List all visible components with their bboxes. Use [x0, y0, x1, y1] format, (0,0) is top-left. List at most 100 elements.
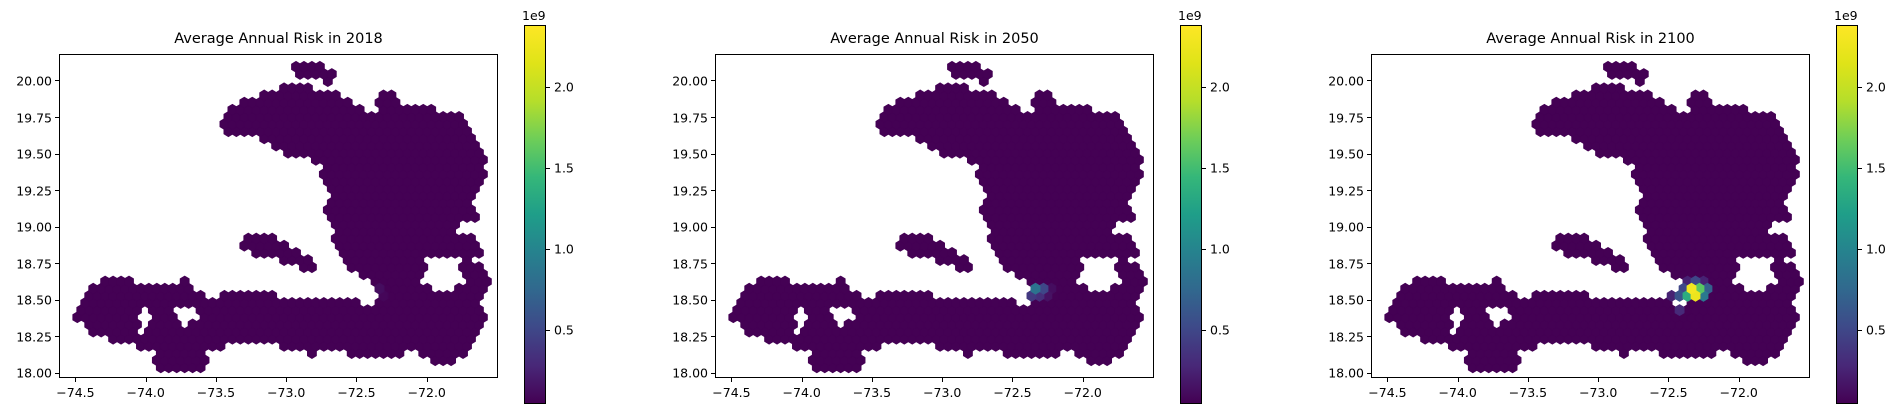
x-tick-label: −72.5: [1649, 385, 1688, 400]
x-tick-mark: [1527, 378, 1529, 382]
x-tick-label: −72.0: [1719, 385, 1758, 400]
x-tick-mark: [1082, 378, 1084, 382]
y-tick-mark: [55, 299, 59, 301]
y-tick-mark: [55, 153, 59, 155]
hexbin-canvas: [1372, 55, 1809, 377]
y-tick-label: 18.00: [672, 365, 708, 381]
x-tick-mark: [75, 378, 77, 382]
y-tick-mark: [1367, 372, 1371, 374]
colorbar-tick-label: 0.5: [1210, 322, 1230, 338]
colorbar-tick-label: 1.5: [1210, 160, 1230, 176]
y-tick-mark: [55, 263, 59, 265]
y-tick-mark: [711, 117, 715, 118]
x-tick-mark: [801, 378, 803, 382]
y-tick-label: 20.00: [672, 73, 708, 89]
x-tick-mark: [731, 378, 733, 382]
map-axes: [715, 54, 1154, 378]
y-tick-mark: [711, 80, 715, 82]
y-tick-mark: [711, 299, 715, 301]
y-tick-mark: [711, 226, 715, 228]
x-tick-mark: [1738, 378, 1740, 382]
y-tick-label: 19.75: [16, 110, 52, 125]
x-tick-mark: [286, 378, 288, 382]
y-tick-label: 18.25: [672, 329, 708, 345]
y-tick-mark: [1367, 190, 1371, 192]
x-tick-label: −74.0: [1438, 385, 1477, 400]
x-tick-mark: [871, 378, 873, 382]
y-tick-label: 18.75: [672, 256, 708, 272]
y-tick-mark: [1367, 263, 1371, 265]
x-tick-label: −72.0: [407, 385, 446, 400]
y-tick-label: 19.50: [16, 146, 52, 162]
x-tick-label: −72.5: [337, 385, 376, 400]
colorbar-tick-mark: [546, 167, 550, 169]
y-tick-mark: [1367, 226, 1371, 228]
colorbar-tick-label: 1.5: [1866, 160, 1886, 176]
x-tick-mark: [1012, 378, 1014, 382]
x-tick-label: −73.5: [196, 385, 236, 400]
y-tick-label: 19.00: [672, 219, 708, 235]
x-tick-label: −72.0: [1063, 385, 1102, 400]
x-tick-mark: [145, 378, 147, 382]
x-tick-mark: [356, 378, 358, 382]
x-tick-mark: [1387, 378, 1389, 382]
y-tick-mark: [1367, 299, 1371, 301]
x-tick-label: −73.5: [852, 385, 892, 400]
panel-title: Average Annual Risk in 2100: [1486, 31, 1695, 47]
y-tick-label: 18.25: [1328, 329, 1364, 345]
y-tick-mark: [711, 153, 715, 155]
y-tick-mark: [1367, 336, 1371, 338]
panel-title: Average Annual Risk in 2018: [174, 31, 383, 47]
map-axes: [1371, 54, 1810, 378]
colorbar-tick-label: 2.0: [1866, 79, 1886, 95]
y-tick-label: 19.75: [672, 110, 708, 125]
x-tick-label: −74.0: [782, 385, 821, 400]
y-tick-mark: [1367, 80, 1371, 82]
x-tick-mark: [1457, 378, 1459, 382]
colorbar-tick-mark: [1858, 329, 1862, 331]
colorbar-tick-label: 1.5: [554, 160, 574, 176]
hexbin-canvas: [716, 55, 1153, 377]
y-tick-mark: [711, 190, 715, 192]
y-tick-label: 18.00: [16, 365, 52, 381]
colorbar-tick-mark: [1858, 86, 1862, 88]
y-tick-mark: [55, 190, 59, 192]
colorbar-tick-mark: [546, 86, 550, 88]
colorbar-tick-mark: [1202, 248, 1206, 250]
colorbar-tick-mark: [546, 329, 550, 331]
colorbar-exponent-label: 1e9: [1178, 8, 1202, 23]
colorbar-exponent-label: 1e9: [522, 8, 546, 23]
x-tick-mark: [426, 378, 428, 382]
x-tick-label: −73.0: [267, 385, 306, 400]
y-tick-label: 20.00: [16, 73, 52, 89]
x-tick-mark: [1668, 378, 1670, 382]
y-tick-mark: [55, 117, 59, 118]
y-tick-label: 19.00: [1328, 219, 1364, 235]
y-tick-mark: [1367, 117, 1371, 118]
hexbin-canvas: [60, 55, 497, 377]
x-tick-label: −72.5: [993, 385, 1032, 400]
y-tick-label: 18.25: [16, 329, 52, 345]
colorbar-tick-label: 1.0: [1866, 241, 1886, 257]
colorbar-tick-label: 2.0: [1210, 79, 1230, 95]
colorbar: [1180, 25, 1202, 404]
colorbar-tick-mark: [1858, 167, 1862, 169]
y-tick-label: 18.50: [672, 292, 708, 308]
colorbar-tick-mark: [1202, 167, 1206, 169]
x-tick-label: −73.5: [1508, 385, 1548, 400]
panel-title: Average Annual Risk in 2050: [830, 31, 1039, 47]
subplot: Average Annual Risk in 2050 1e9 20.00 19.…: [672, 0, 1276, 420]
x-tick-label: −73.0: [923, 385, 962, 400]
y-tick-label: 18.50: [16, 292, 52, 308]
colorbar-tick-mark: [1202, 329, 1206, 331]
y-tick-mark: [711, 336, 715, 338]
subplot: Average Annual Risk in 2018 1e9 20.00 19.…: [16, 0, 620, 420]
y-tick-mark: [711, 372, 715, 374]
y-tick-label: 18.00: [1328, 365, 1364, 381]
y-tick-mark: [711, 263, 715, 265]
y-tick-label: 19.25: [672, 183, 708, 199]
y-tick-mark: [55, 336, 59, 338]
y-tick-label: 19.25: [1328, 183, 1364, 199]
x-tick-mark: [215, 378, 217, 382]
